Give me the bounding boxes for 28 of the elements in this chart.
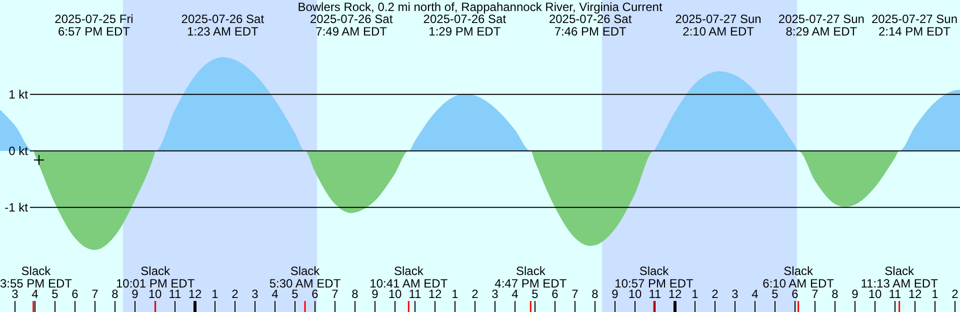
y-tick-label: -1 kt [4, 200, 29, 214]
annotation: 2025-07-26 Sat 7:46 PM EDT [548, 12, 632, 38]
x-tick-label: 7 [572, 287, 579, 301]
x-tick-label: 1 [452, 287, 459, 301]
chart-title: Bowlers Rock, 0.2 mi north of, Rappahannock River, Virginia Current [298, 0, 663, 14]
annotation: 2025-07-27 Sun 2:10 AM EDT [675, 12, 762, 38]
x-tick-label: 2 [472, 287, 479, 301]
y-tick-label: 0 kt [8, 144, 29, 158]
x-tick-label: 2 [952, 287, 959, 301]
x-tick-label: 7 [92, 287, 99, 301]
annotation: 2025-07-27 Sun 8:29 AM EDT [778, 12, 864, 38]
x-tick-label: 8 [592, 287, 599, 301]
annotation: 2025-07-26 Sat 7:49 AM EDT [310, 12, 394, 38]
annotation: 2025-07-27 Sun 2:14 PM EDT [871, 12, 958, 38]
x-tick-label: 2 [232, 287, 239, 301]
y-tick-label: 1 kt [8, 87, 29, 102]
annotation: 2025-07-26 Sat 1:29 PM EDT [423, 12, 507, 38]
x-tick-label: 1 [692, 287, 699, 301]
x-tick-label: 1 [212, 287, 219, 301]
x-tick-label: 3 [252, 287, 259, 301]
x-tick-label: 6 [72, 287, 79, 301]
annotation: 2025-07-25 Fri 6:57 PM EDT [54, 12, 134, 38]
annotation: 2025-07-26 Sat 1:23 AM EDT [181, 12, 265, 38]
x-tick-label: 4 [752, 287, 759, 301]
x-tick-label: 2 [712, 287, 719, 301]
x-tick-label: 9 [852, 287, 859, 301]
x-tick-label: 3 [732, 287, 739, 301]
x-tick-label: 8 [352, 287, 359, 301]
